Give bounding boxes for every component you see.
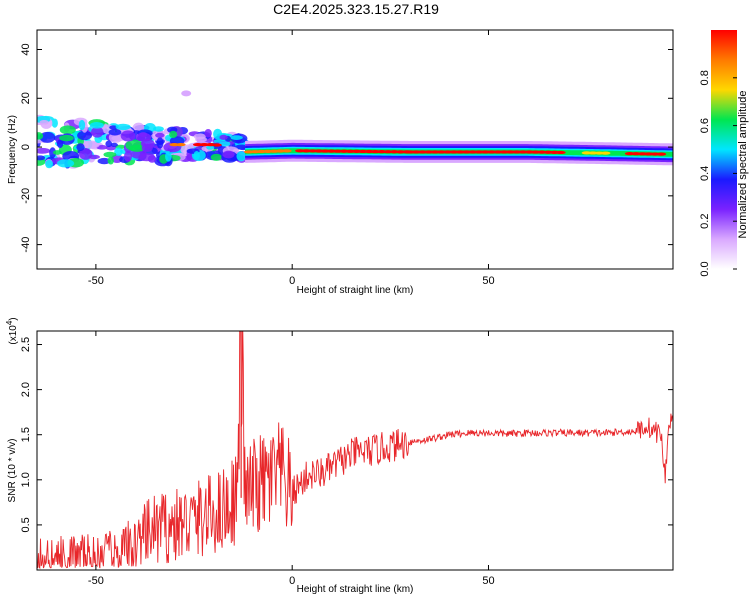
heatmap-blob <box>193 150 200 160</box>
snr-ytick-label: 1.0 <box>20 472 32 487</box>
snr-panel: -50 0 50 0.5 1.0 1.5 2.0 2.5(x104) Height of str… <box>5 317 674 595</box>
heatmap-blob <box>39 131 56 143</box>
heatmap-blob <box>110 142 118 148</box>
heatmap-blob <box>96 145 108 150</box>
heatmap-blob <box>37 147 51 154</box>
colorbar-tick-label: 0.2 <box>699 214 711 229</box>
heatmap-blob <box>76 143 85 152</box>
snr-xtick-label: 0 <box>289 575 295 587</box>
spectrogram-panel: -50 0 50 -40 -20 0 20 40 Height of straight line… <box>7 29 674 296</box>
heatmap-blob <box>57 159 75 168</box>
heatmap-ytick-label: 0 <box>20 144 32 150</box>
heatmap-blob <box>141 143 153 152</box>
heatmap-blob <box>59 125 76 135</box>
heatmap-xlabel: Height of straight line (km) <box>297 285 414 296</box>
colorbar-tick-label: 0.4 <box>699 166 711 181</box>
heatmap-ytick-label: -40 <box>20 237 32 253</box>
heatmap-blob <box>78 119 86 131</box>
colorbar-tick-label: 0.6 <box>699 118 711 133</box>
heatmap-marks <box>37 90 673 169</box>
heatmap-ylabel: Frequency (Hz) <box>7 115 18 184</box>
heatmap-frame <box>36 29 674 270</box>
snr-scale-close: ) <box>8 317 19 320</box>
snr-series-line <box>37 331 673 570</box>
heatmap-blob <box>103 151 117 158</box>
heatmap-blob <box>91 126 104 138</box>
snr-scale-factor: (x104) <box>5 317 19 344</box>
heatmap-xtick-label: -50 <box>88 275 104 287</box>
heatmap-blob <box>138 153 156 162</box>
heatmap-blob <box>79 148 93 160</box>
heatmap-xtick-label: 0 <box>289 275 295 287</box>
heatmap-blob <box>195 136 207 143</box>
heatmap-blob <box>204 129 212 138</box>
snr-xtick-label: 50 <box>482 575 494 587</box>
heatmap-blob <box>45 159 54 169</box>
snr-xtick-label: -50 <box>88 575 104 587</box>
heatmap-blob <box>120 130 136 142</box>
heatmap-blob <box>39 120 49 125</box>
colorbar: 0.0 0.2 0.4 0.6 0.8 Normalized spectral ampli… <box>699 30 749 277</box>
heatmap-blob <box>105 140 113 148</box>
colorbar-label: Normalized spectral amplitude <box>737 91 749 239</box>
heatmap-hot-cell <box>211 143 222 147</box>
heatmap-blob <box>108 128 122 136</box>
heatmap-blob <box>115 123 131 131</box>
heatmap-blob <box>52 150 62 155</box>
heatmap-stray <box>181 90 192 97</box>
heatmap-blob <box>230 135 243 140</box>
snr-scale-exp: 4 <box>5 320 14 325</box>
colorbar-tick-label: 0.0 <box>699 261 711 276</box>
colorbar-rect <box>711 30 737 269</box>
heatmap-blob <box>59 134 74 142</box>
heatmap-blob <box>97 157 111 165</box>
heatmap-xtick-label: 50 <box>482 275 494 287</box>
heatmap-blob <box>235 144 248 150</box>
heatmap-blob <box>37 132 44 140</box>
heatmap-blob <box>219 134 228 140</box>
heatmap-ytick-label: 20 <box>20 92 32 104</box>
snr-ytick-label: 2.0 <box>20 382 32 397</box>
heatmap-hot-cell <box>175 143 186 147</box>
heatmap-blob <box>37 155 46 161</box>
heatmap-hot-cell <box>281 149 292 153</box>
heatmap-blob <box>165 150 172 162</box>
heatmap-blob <box>129 144 145 152</box>
heatmap-blob <box>135 132 152 142</box>
snr-ytick-label: 2.5 <box>20 337 32 352</box>
heatmap-blob <box>82 140 100 149</box>
heatmap-blob <box>124 150 132 162</box>
heatmap-ytick-label: -20 <box>20 188 32 204</box>
heatmap-hot-cell <box>656 152 667 156</box>
snr-marks <box>37 331 673 570</box>
heatmap-blob <box>206 145 215 150</box>
snr-ylabel: SNR (10 * v/v) <box>7 439 18 503</box>
heatmap-blob <box>107 156 114 165</box>
snr-xlabel: Height of straight line (km) <box>297 584 414 595</box>
figure-title: C2E4.2025.323.15.27.R19 <box>273 1 439 17</box>
heatmap-blob <box>210 153 222 161</box>
heatmap-blob <box>89 121 104 129</box>
heatmap-hot-cell <box>600 151 611 155</box>
heatmap-ytick-label: 40 <box>20 43 32 55</box>
heatmap-blob <box>155 132 165 138</box>
heatmap-blob <box>169 130 178 139</box>
snr-ytick-label: 0.5 <box>20 517 32 532</box>
heatmap-blob <box>114 147 123 157</box>
snr-frame <box>36 330 674 571</box>
heatmap-blob <box>236 151 247 162</box>
snr-ytick-label: 1.5 <box>20 427 32 442</box>
heatmap-blob <box>51 118 58 128</box>
snr-scale-base: (x10 <box>8 325 19 345</box>
heatmap-blob <box>77 130 93 141</box>
heatmap-blob <box>49 147 57 159</box>
heatmap-blob <box>156 137 164 149</box>
heatmap-blob <box>222 150 235 159</box>
heatmap-hot-cell <box>555 150 566 155</box>
colorbar-tick-label: 0.8 <box>699 70 711 85</box>
heatmap-blob <box>219 141 231 147</box>
heatmap-blob <box>153 126 164 132</box>
